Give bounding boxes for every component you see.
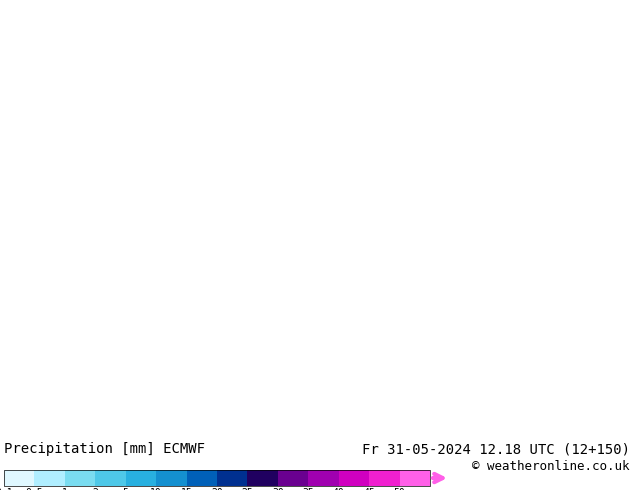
Bar <box>399 470 430 486</box>
Text: 0.1: 0.1 <box>0 488 13 490</box>
Bar <box>95 470 126 486</box>
Bar <box>217 470 247 486</box>
Bar <box>126 470 156 486</box>
Bar <box>186 470 217 486</box>
Text: 15: 15 <box>181 488 193 490</box>
Text: 40: 40 <box>333 488 345 490</box>
Text: Fr 31-05-2024 12.18 UTC (12+150): Fr 31-05-2024 12.18 UTC (12+150) <box>362 442 630 456</box>
Text: © weatheronline.co.uk: © weatheronline.co.uk <box>472 460 630 473</box>
Text: 10: 10 <box>150 488 162 490</box>
Bar <box>4 470 34 486</box>
Bar <box>156 470 186 486</box>
Bar <box>278 470 308 486</box>
Bar <box>339 470 369 486</box>
Bar <box>34 470 65 486</box>
Text: 45: 45 <box>363 488 375 490</box>
Text: Precipitation [mm] ECMWF: Precipitation [mm] ECMWF <box>4 442 205 456</box>
Bar <box>4 470 430 486</box>
Text: 2: 2 <box>93 488 98 490</box>
Bar <box>247 470 278 486</box>
Text: 25: 25 <box>242 488 254 490</box>
Bar <box>308 470 339 486</box>
Bar <box>65 470 95 486</box>
Text: 5: 5 <box>123 488 129 490</box>
Text: 30: 30 <box>272 488 284 490</box>
Text: 1: 1 <box>62 488 68 490</box>
Bar <box>369 470 399 486</box>
Text: 50: 50 <box>394 488 406 490</box>
Text: 20: 20 <box>211 488 223 490</box>
Text: 0.5: 0.5 <box>25 488 43 490</box>
Text: 35: 35 <box>302 488 314 490</box>
